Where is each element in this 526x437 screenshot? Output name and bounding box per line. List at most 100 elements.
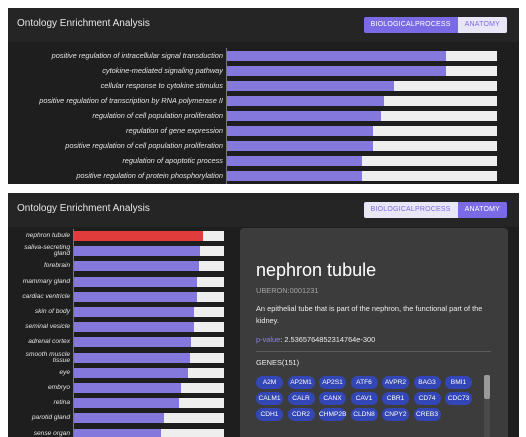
chart-row[interactable]: regulation of apoptotic process: [8, 153, 519, 168]
pvalue-value: 2.5365764852314764e-300: [284, 335, 376, 344]
term-title: nephron tubule: [256, 260, 377, 280]
bar-track: [74, 428, 224, 437]
chart-row[interactable]: skin of body: [8, 305, 230, 319]
bar-parotid-gland[interactable]: [74, 413, 164, 424]
bar-track: [74, 307, 224, 317]
gene-chip[interactable]: CNPY2: [382, 408, 409, 421]
chart-row[interactable]: parotid gland: [8, 411, 230, 425]
gene-chip[interactable]: AVPR2: [382, 376, 409, 389]
bar-regulation-of-apoptotic-process[interactable]: [227, 156, 362, 166]
chart-row[interactable]: embryo: [8, 381, 230, 395]
chart-row[interactable]: cellular response to cytokine stimulus: [8, 78, 519, 93]
gene-list-scrollbar[interactable]: [484, 375, 490, 437]
bar-regulation-of-gene-expression[interactable]: [227, 126, 373, 136]
gene-chip[interactable]: CALM1: [256, 392, 283, 405]
gene-chip[interactable]: CAV1: [350, 392, 378, 405]
bar-track: [227, 66, 497, 76]
bar-track: [74, 276, 224, 287]
tick-label: cardiac ventricle: [22, 292, 70, 300]
panel-header: Ontology Enrichment Analysis BIOLOGICALP…: [8, 8, 519, 42]
term-description: An epithelial tube that is part of the n…: [256, 304, 483, 325]
tab-biological-process[interactable]: BIOLOGICALPROCESS: [363, 17, 458, 33]
gene-chip[interactable]: CDH1: [256, 408, 283, 421]
bar-positive-regulation-of-cell-population-proliferation[interactable]: [227, 141, 373, 151]
ontology-tabs: BIOLOGICALPROCESS ANATOMY: [363, 17, 507, 33]
bar-adrenal-cortex[interactable]: [74, 337, 191, 348]
gene-chip[interactable]: CALR: [287, 392, 315, 405]
gene-chip[interactable]: CHMP2B: [319, 408, 346, 421]
bar-saliva-secreting-gland[interactable]: [74, 246, 200, 257]
gene-chip[interactable]: CDR2: [287, 408, 315, 421]
bar-forebrain[interactable]: [74, 261, 199, 272]
bar-mammary-gland[interactable]: [74, 276, 197, 287]
pvalue-label: p-value: [256, 335, 281, 344]
tick-label: forebrain: [43, 262, 70, 270]
tick-label: mammary gland: [22, 277, 70, 285]
gene-chip[interactable]: CDC73: [445, 392, 472, 405]
tab-biological-process[interactable]: BIOLOGICALPROCESS: [363, 202, 458, 218]
chart-row[interactable]: sense organ: [8, 427, 230, 437]
gene-chip[interactable]: CANX: [319, 392, 346, 405]
gene-chip[interactable]: ATF6: [350, 376, 378, 389]
gene-chip[interactable]: AP2S1: [319, 376, 346, 389]
chart-axis: [73, 229, 74, 437]
bar-embryo[interactable]: [74, 383, 181, 393]
bar-track: [227, 171, 497, 181]
chart-row[interactable]: regulation of gene expression: [8, 123, 519, 138]
bar-skin-of-body[interactable]: [74, 307, 194, 317]
tick-label: cytokine-mediated signaling pathway: [102, 66, 223, 75]
chart-row[interactable]: seminal vesicle: [8, 320, 230, 334]
tick-label: retina: [53, 399, 71, 407]
bar-eye[interactable]: [74, 367, 188, 378]
bar-track: [227, 141, 497, 151]
gene-chip[interactable]: CBR1: [382, 392, 409, 405]
bar-positive-regulation-of-intracellular-signal-transduction[interactable]: [227, 51, 446, 61]
bar-seminal-vesicle[interactable]: [74, 322, 194, 333]
bar-cytokine-mediated-signaling-pathway[interactable]: [227, 66, 446, 76]
chart-row[interactable]: retina: [8, 396, 230, 410]
chart-row[interactable]: cardiac ventricle: [8, 290, 230, 304]
gene-chip[interactable]: BMI1: [445, 376, 472, 389]
bar-cellular-response-to-cytokine-stimulus[interactable]: [227, 81, 394, 91]
pvalue-separator: :: [280, 335, 285, 344]
enrichment-panel-anatomy: Ontology Enrichment Analysis BIOLOGICALP…: [8, 193, 519, 437]
chart-row[interactable]: positive regulation of cell population p…: [8, 138, 519, 153]
chart-row[interactable]: smooth muscle tissue: [8, 351, 230, 365]
gene-chip[interactable]: CLDN8: [350, 408, 378, 421]
ontology-tabs: BIOLOGICALPROCESS ANATOMY: [363, 202, 507, 218]
chart-row[interactable]: forebrain: [8, 259, 230, 273]
bar-positive-regulation-of-transcription-by-rna-polymerase-ii[interactable]: [227, 96, 384, 106]
pvalue-line: p-value: 2.5365764852314764e-300: [256, 335, 375, 344]
bar-track: [74, 383, 224, 393]
tab-anatomy[interactable]: ANATOMY: [457, 17, 507, 33]
bar-cardiac-ventricle[interactable]: [74, 291, 197, 302]
gene-chip[interactable]: CREB3: [413, 408, 441, 421]
tick-label: regulation of cell population proliferat…: [92, 111, 223, 120]
chart-row[interactable]: positive regulation of transcription by …: [8, 93, 519, 108]
gene-chip[interactable]: CD74: [413, 392, 441, 405]
gene-chip[interactable]: A2M: [256, 376, 283, 389]
bar-positive-regulation-of-protein-phosphorylation[interactable]: [227, 171, 362, 181]
chart-row[interactable]: mammary gland: [8, 275, 230, 289]
gene-chip[interactable]: AP2M1: [287, 376, 315, 389]
bar-track: [74, 337, 224, 348]
bar-regulation-of-cell-population-proliferation[interactable]: [227, 111, 381, 121]
scrollbar-thumb[interactable]: [484, 375, 490, 399]
tick-label: nephron tubule: [26, 232, 70, 239]
tab-anatomy[interactable]: ANATOMY: [457, 202, 507, 218]
chart-row[interactable]: positive regulation of intracellular sig…: [8, 48, 519, 63]
chart-row[interactable]: cytokine-mediated signaling pathway: [8, 63, 519, 78]
bar-retina[interactable]: [74, 398, 179, 409]
chart-row[interactable]: regulation of cell population proliferat…: [8, 108, 519, 123]
bar-nephron-tubule[interactable]: [74, 231, 203, 241]
chart-row[interactable]: adrenal cortex: [8, 335, 230, 349]
tick-label: cellular response to cytokine stimulus: [100, 81, 223, 90]
chart-row[interactable]: nephron tubule: [8, 229, 230, 243]
gene-chip[interactable]: BAG3: [413, 376, 441, 389]
bar-smooth-muscle-tissue[interactable]: [74, 352, 190, 363]
chart-row[interactable]: eye: [8, 366, 230, 380]
chart-row[interactable]: saliva-secreting gland: [8, 244, 230, 258]
bar-sense-organ[interactable]: [74, 428, 161, 437]
chart-row[interactable]: positive regulation of protein phosphory…: [8, 168, 519, 183]
term-detail-card: nephron tubule UBERON:0001231 An epithel…: [240, 228, 508, 437]
